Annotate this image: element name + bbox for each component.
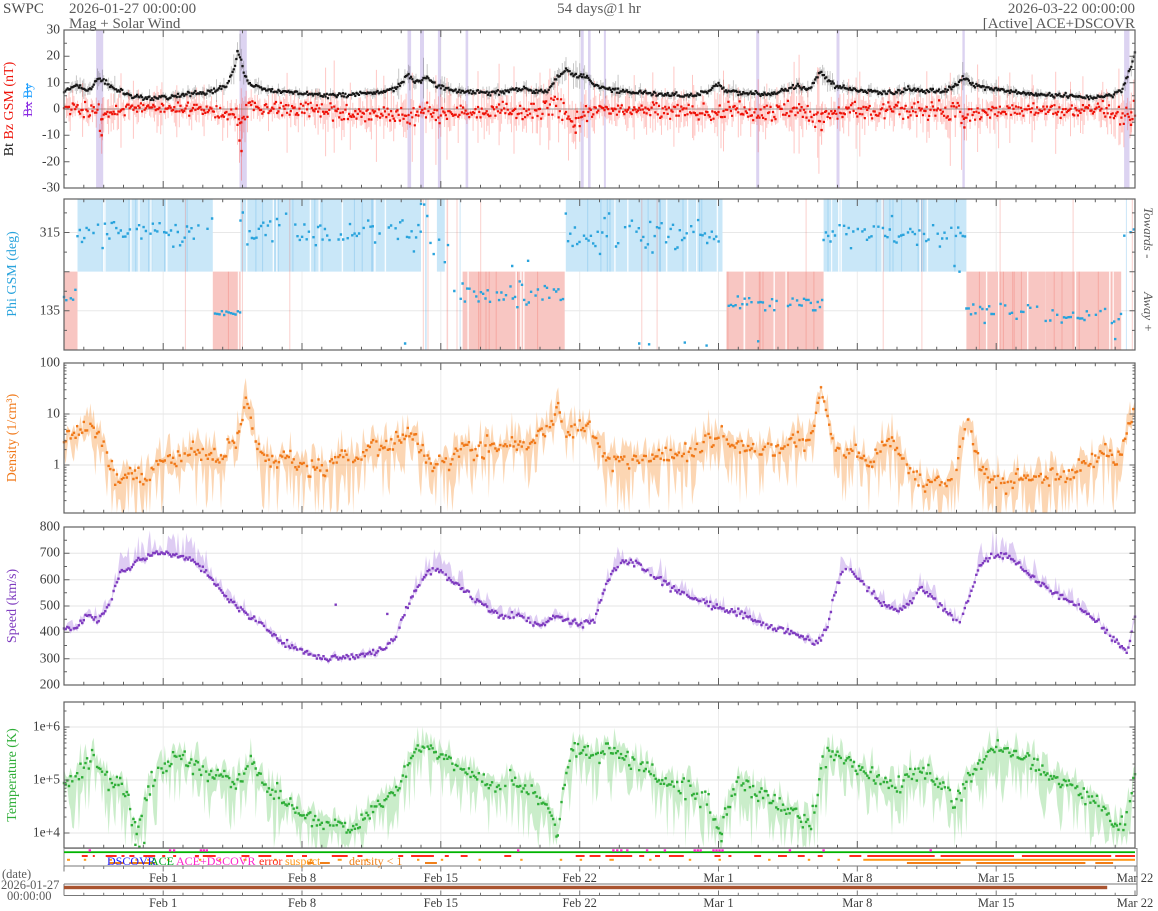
legend-error[interactable]: error [259,853,283,868]
x-tick-label: Feb 8 [287,870,317,885]
header-start-datetime: 2026-01-27 00:00:00 [69,1,197,17]
y-tick-label: 300 [39,650,60,666]
legend-density-lt1[interactable]: density < 1 [349,853,403,868]
x-tick-label: Feb 15 [423,896,459,910]
date-caption: (date) [2,867,32,881]
bz-series-label[interactable]: Bz GSM (nT) [2,61,17,144]
timebar-start-date: 2026-01-27 [1,878,60,892]
x-tick-label: Feb 1 [149,870,178,885]
legend-ace[interactable]: ACE [150,853,174,868]
x-tick-label: Feb 22 [562,870,597,885]
temperature-axis-label[interactable]: Temperature (K) [5,728,20,822]
y-tick-label: 20 [46,48,61,64]
x-tick-label: Mar 8 [842,896,873,910]
away-sector-label: Away + [1141,292,1156,333]
y-tick-label: 200 [39,676,60,692]
speed-axis-label[interactable]: Speed (km/s) [5,568,20,644]
by-series-label[interactable]: By [20,83,35,99]
data-source: [Active] ACE+DSCOVR [982,16,1135,32]
y-tick-label: 100 [39,354,60,370]
x-tick-label: Feb 22 [562,896,597,910]
phi-axis-label[interactable]: Phi GSM (deg) [5,231,20,317]
y-tick-label: 1e+6 [32,718,60,734]
legend-ace-dscovr[interactable]: ACE+DSCOVR [176,853,256,868]
x-tick-label: Mar 22 [1116,896,1154,910]
y-tick-label: 0 [53,100,60,116]
y-tick-label: 1 [53,456,60,472]
x-tick-label: Feb 8 [287,896,317,910]
x-tick-label: Feb 1 [149,896,178,910]
header-duration: 54 days@1 hr [557,1,641,17]
timebar-loaded-range[interactable] [64,885,1108,890]
x-tick-label: Mar 1 [703,896,734,910]
y-tick-label: -30 [42,179,60,195]
x-tick-label: Mar 1 [703,870,734,885]
y-tick-label: 500 [39,597,60,613]
bt-series-label[interactable]: Bt [2,143,17,157]
legend-suspect[interactable]: suspect [285,853,321,868]
y-tick-label: 10 [46,405,61,421]
x-tick-label: Feb 15 [423,870,459,885]
y-tick-label: 1e+5 [32,771,60,787]
y-tick-label: 600 [39,571,60,587]
x-tick-label: Mar 15 [977,896,1015,910]
y-tick-label: 135 [39,302,60,318]
bx-series-label[interactable]: Bx [20,101,35,117]
y-tick-label: 800 [39,518,60,534]
header-end-datetime: 2026-03-22 00:00:00 [1007,1,1135,17]
legend-dscovr[interactable]: DSCOVR [107,853,156,868]
y-tick-label: 10 [46,74,61,90]
y-tick-label: -10 [42,127,60,143]
y-tick-label: 700 [39,545,60,561]
bxby-axis-label: Bx By [20,83,36,117]
mag-axis-label: Bt Bz GSM (nT) [2,62,18,157]
plot-title: Mag + Solar Wind [69,16,181,32]
towards-sector-label: Towards - [1141,207,1156,259]
y-tick-label: -20 [42,153,60,169]
y-tick-label: 315 [39,224,60,240]
y-tick-label: 30 [46,21,61,37]
y-tick-label: 400 [39,624,60,640]
x-tick-label: Mar 15 [977,870,1015,885]
y-tick-label: 1e+4 [32,824,60,840]
timebar-start-time: 00:00:00 [7,889,52,903]
app-title: SWPC [3,1,44,17]
density-axis-label[interactable]: Density (1/cm³) [5,393,20,483]
x-tick-label: Mar 8 [842,870,873,885]
x-tick-label: Mar 22 [1116,870,1154,885]
